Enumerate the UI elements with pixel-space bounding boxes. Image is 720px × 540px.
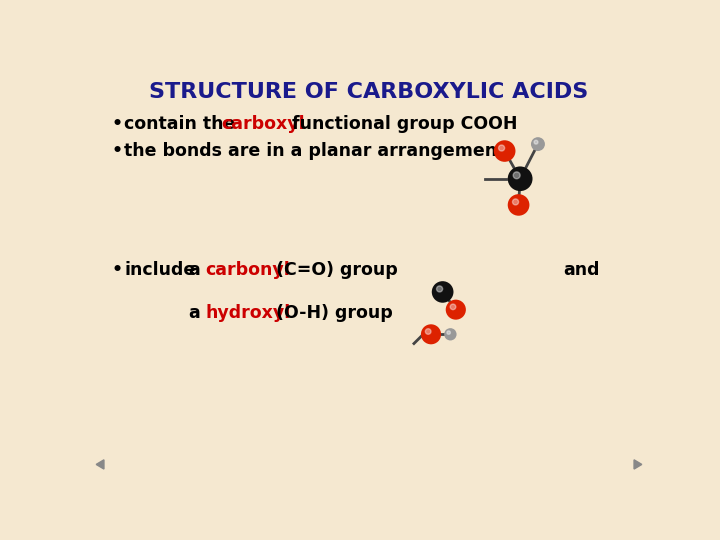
- Circle shape: [444, 328, 456, 340]
- Text: carbonyl: carbonyl: [205, 261, 290, 279]
- Circle shape: [498, 145, 505, 151]
- Circle shape: [436, 286, 443, 292]
- Text: carboxyl: carboxyl: [221, 115, 305, 133]
- Text: a: a: [189, 261, 207, 279]
- Circle shape: [534, 140, 538, 144]
- Circle shape: [513, 199, 518, 205]
- Polygon shape: [634, 460, 642, 469]
- Text: (C=O) group: (C=O) group: [270, 261, 397, 279]
- Circle shape: [447, 331, 451, 334]
- Circle shape: [450, 304, 456, 309]
- Text: the bonds are in a planar arrangement: the bonds are in a planar arrangement: [124, 142, 505, 160]
- Circle shape: [531, 137, 545, 151]
- Circle shape: [513, 172, 520, 179]
- Text: a: a: [189, 303, 207, 321]
- Circle shape: [446, 300, 466, 320]
- Circle shape: [508, 194, 529, 215]
- Circle shape: [508, 166, 533, 191]
- Circle shape: [494, 140, 516, 162]
- Text: contain the: contain the: [124, 115, 241, 133]
- Circle shape: [432, 281, 454, 303]
- Text: include: include: [124, 261, 195, 279]
- Text: •: •: [112, 115, 123, 133]
- Circle shape: [426, 329, 431, 334]
- Text: STRUCTURE OF CARBOXYLIC ACIDS: STRUCTURE OF CARBOXYLIC ACIDS: [149, 82, 589, 102]
- Text: functional group COOH: functional group COOH: [286, 115, 517, 133]
- Circle shape: [421, 325, 441, 345]
- Text: (O-H) group: (O-H) group: [270, 303, 392, 321]
- Text: and: and: [563, 261, 599, 279]
- Polygon shape: [96, 460, 104, 469]
- Text: •: •: [112, 142, 123, 160]
- Text: hydroxyl: hydroxyl: [205, 303, 291, 321]
- Text: •: •: [112, 261, 123, 279]
